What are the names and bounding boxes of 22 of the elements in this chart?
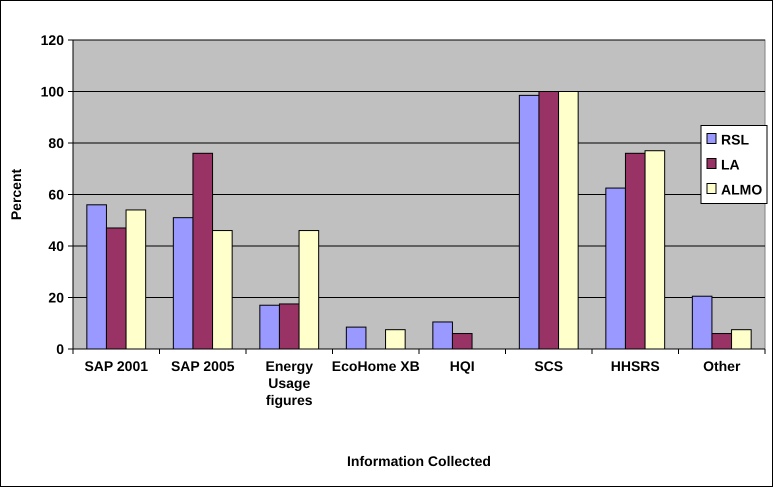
x-tick-label: HQI bbox=[450, 358, 475, 374]
x-axis-title: Information Collected bbox=[347, 453, 491, 469]
y-tick-label: 40 bbox=[48, 238, 64, 254]
y-tick-label: 120 bbox=[40, 32, 64, 48]
y-tick-label: 80 bbox=[48, 134, 64, 151]
y-tick-label: 60 bbox=[48, 186, 64, 202]
x-tick-label: EcoHome XB bbox=[332, 358, 420, 374]
x-tick-label: HHSRS bbox=[610, 358, 660, 374]
bar bbox=[385, 329, 406, 350]
x-tick-label: SCS bbox=[534, 358, 564, 374]
y-axis-title: Percent bbox=[8, 168, 24, 220]
y-tick-label: 0 bbox=[56, 340, 64, 357]
legend-label: RSL bbox=[721, 131, 750, 148]
legend-label: ALMO bbox=[721, 181, 762, 198]
x-tick-label: SAP 2005 bbox=[170, 358, 235, 374]
x-tick-label: Other bbox=[703, 358, 741, 374]
x-tick-label: Energy Usage figures bbox=[266, 358, 314, 408]
y-tick-label: 20 bbox=[48, 289, 64, 306]
legend-label: LA bbox=[721, 156, 740, 172]
y-tick-label: 100 bbox=[40, 83, 64, 100]
bar bbox=[346, 326, 366, 350]
x-tick-label: SAP 2001 bbox=[84, 358, 148, 374]
